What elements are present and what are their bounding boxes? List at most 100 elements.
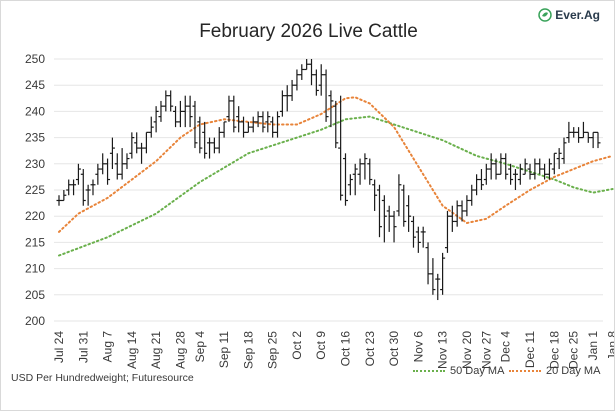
ma50-series xyxy=(58,115,614,257)
chart-title: February 2026 Live Cattle xyxy=(199,21,418,42)
x-tick-label: Nov 13 xyxy=(436,331,450,369)
ohlc-bar xyxy=(139,142,145,164)
ohlc-bar xyxy=(304,59,310,71)
y-tick-label: 210 xyxy=(25,262,45,276)
ohlc-bar xyxy=(376,184,382,238)
x-tick-label: Oct 9 xyxy=(314,331,328,360)
ohlc-bar xyxy=(289,79,295,101)
ohlc-bar xyxy=(386,205,392,232)
ohlc-bar xyxy=(517,163,523,185)
ohlc-bar xyxy=(464,195,470,217)
ohlc-bar xyxy=(124,153,130,170)
ohlc-bar xyxy=(537,158,543,175)
x-tick-label: Oct 23 xyxy=(363,331,377,367)
ohlc-bar xyxy=(66,179,72,196)
ohlc-bar xyxy=(134,132,140,154)
x-tick-label: Dec 18 xyxy=(547,331,561,369)
y-tick-label: 225 xyxy=(25,183,45,197)
ohlc-bar xyxy=(260,111,266,133)
y-axis-ticks: 200 205 210 215 220 225 230 235 240 245 250 xyxy=(25,52,45,328)
ohlc-bar xyxy=(148,116,154,138)
ohlc-bar xyxy=(328,90,334,128)
ohlc-bar xyxy=(580,121,586,139)
ohlc-bar xyxy=(474,174,480,196)
ohlc-bar xyxy=(294,69,300,91)
ma20-series xyxy=(58,96,614,233)
ohlc-bar xyxy=(449,205,455,232)
ohlc-series xyxy=(56,59,601,301)
y-tick-label: 235 xyxy=(25,131,45,145)
ohlc-bar xyxy=(454,200,460,227)
ohlc-bar xyxy=(284,85,290,112)
ohlc-bar xyxy=(546,158,552,180)
ohlc-bar xyxy=(430,258,436,295)
legend-item-20-day-ma: 20 Day MA xyxy=(509,365,600,377)
ohlc-bar xyxy=(478,169,484,190)
leaf-icon xyxy=(538,8,553,22)
y-tick-label: 205 xyxy=(25,288,45,302)
ma20-line xyxy=(58,96,614,233)
ohlc-bar xyxy=(192,100,198,149)
ohlc-bar xyxy=(522,158,528,175)
x-tick-label: Aug 7 xyxy=(101,331,115,363)
ohlc-bar xyxy=(410,216,416,248)
ohlc-bar xyxy=(158,100,164,122)
ohlc-bar xyxy=(114,153,120,180)
ohlc-bar xyxy=(109,137,115,170)
ohlc-bar xyxy=(542,163,548,180)
brand-logo-text: Ever.Ag xyxy=(555,8,600,22)
ohlc-bar xyxy=(585,131,591,143)
ohlc-bar xyxy=(459,200,465,222)
y-tick-label: 245 xyxy=(25,78,45,92)
ohlc-bar xyxy=(551,152,557,175)
legend-swatch-20-day-ma xyxy=(509,370,541,372)
ohlc-bar xyxy=(197,116,203,154)
ohlc-bar xyxy=(143,131,149,154)
ohlc-bar xyxy=(173,106,179,128)
ohlc-bar xyxy=(216,127,222,154)
x-tick-label: Sep 18 xyxy=(241,331,255,369)
ohlc-bar xyxy=(71,179,77,196)
x-tick-label: Sep 4 xyxy=(193,331,207,363)
x-tick-label: Dec 4 xyxy=(499,331,513,363)
ohlc-bar xyxy=(420,226,426,248)
ohlc-bar xyxy=(318,64,324,96)
ohlc-bar xyxy=(566,121,572,143)
ohlc-bar xyxy=(508,163,514,185)
ohlc-bar xyxy=(391,210,397,243)
ohlc-bar xyxy=(527,163,533,180)
ohlc-bar xyxy=(265,111,271,133)
y-tick-label: 230 xyxy=(25,157,45,171)
ohlc-bar xyxy=(245,121,251,133)
ohlc-bar xyxy=(129,132,135,159)
x-tick-label: Aug 21 xyxy=(149,331,163,369)
x-tick-label: Nov 27 xyxy=(479,331,493,369)
x-tick-label: Dec 11 xyxy=(523,331,537,368)
x-tick-label: Jul 31 xyxy=(76,331,90,363)
ohlc-bar xyxy=(236,106,242,133)
ohlc-bar xyxy=(367,158,373,185)
ohlc-bar xyxy=(95,163,101,185)
grid-lines xyxy=(54,58,603,322)
ohlc-bar xyxy=(556,148,562,170)
y-tick-label: 200 xyxy=(25,314,45,328)
ohlc-bar xyxy=(241,116,247,138)
ohlc-bar xyxy=(153,106,159,133)
ohlc-bar xyxy=(270,116,276,138)
source-note: USD Per Hundredweight; Futuresource xyxy=(11,372,194,384)
ma50-line xyxy=(58,115,614,257)
ohlc-bar xyxy=(415,226,421,253)
ohlc-bar xyxy=(396,174,402,217)
ohlc-bar xyxy=(231,95,237,133)
ohlc-bar xyxy=(85,184,91,206)
legend-label-20-day-ma: 20 Day MA xyxy=(546,365,601,377)
x-tick-label: Sep 11 xyxy=(217,331,231,368)
ohlc-bar xyxy=(561,137,567,164)
ohlc-bar xyxy=(347,174,353,196)
ohlc-bar xyxy=(211,137,217,154)
ohlc-bar xyxy=(590,131,596,149)
x-tick-label: Aug 28 xyxy=(173,331,187,369)
ohlc-bar xyxy=(483,163,489,185)
